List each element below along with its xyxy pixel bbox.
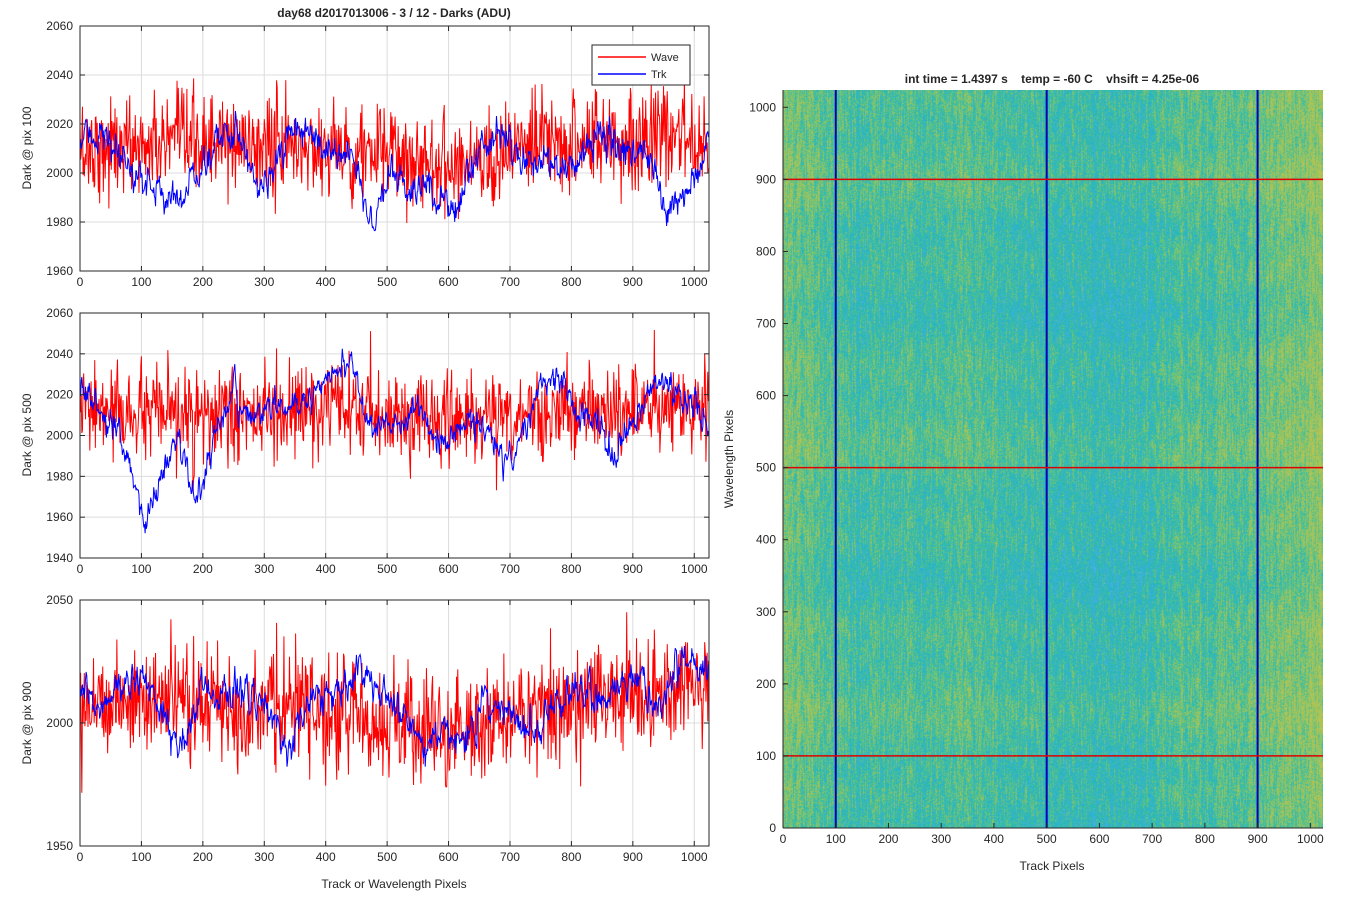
x-tick-label: 800 [561, 562, 581, 576]
x-tick-label: 100 [131, 850, 151, 864]
chart-dark-pix-900: Dark @ pix 900 Track or Wavelength Pixel… [20, 593, 710, 891]
y-tick-label: 2050 [46, 593, 73, 607]
series-line-trk [79, 110, 709, 232]
y-tick-label: 1960 [46, 510, 73, 524]
x-axis-label: Track or Wavelength Pixels [321, 877, 466, 891]
y-axis-label: Dark @ pix 500 [20, 393, 34, 476]
legend: Wave Trk [591, 44, 691, 86]
y-tick-label: 2040 [46, 68, 73, 82]
y-tick-label: 0 [769, 821, 776, 835]
x-tick-label: 200 [193, 562, 213, 576]
y-tick-label: 400 [756, 533, 776, 547]
x-tick-label: 1000 [681, 275, 708, 289]
x-tick-label: 800 [561, 850, 581, 864]
x-tick-label: 0 [77, 275, 84, 289]
x-tick-label: 600 [439, 562, 459, 576]
chart-dark-pix-100: day68 d2017013006 - 3 / 12 - Darks (ADU)… [20, 6, 710, 289]
series-line-wave [79, 612, 709, 793]
x-tick-label: 0 [77, 562, 84, 576]
x-tick-label: 100 [826, 832, 846, 846]
heatmap-image [783, 90, 1323, 828]
x-axis-label: Track Pixels [1020, 859, 1085, 873]
series-line-trk [79, 645, 709, 767]
y-tick-label: 1940 [46, 551, 73, 565]
y-axis-label: Dark @ pix 100 [20, 106, 34, 189]
x-tick-label: 200 [193, 275, 213, 289]
x-tick-label: 400 [316, 850, 336, 864]
x-tick-label: 900 [1248, 832, 1268, 846]
x-tick-label: 200 [193, 850, 213, 864]
y-tick-label: 200 [756, 677, 776, 691]
x-tick-label: 300 [254, 850, 274, 864]
legend-label-trk: Trk [651, 69, 667, 81]
heatmap-title: int time = 1.4397 s temp = -60 C vhsift … [905, 72, 1200, 86]
x-tick-label: 0 [77, 850, 84, 864]
x-tick-label: 200 [878, 832, 898, 846]
x-tick-label: 1000 [1297, 832, 1324, 846]
x-tick-label: 900 [623, 562, 643, 576]
y-tick-label: 1950 [46, 839, 73, 853]
x-tick-label: 900 [623, 850, 643, 864]
x-tick-label: 300 [931, 832, 951, 846]
chart-title: day68 d2017013006 - 3 / 12 - Darks (ADU) [277, 6, 510, 20]
x-tick-label: 400 [984, 832, 1004, 846]
x-tick-label: 500 [377, 850, 397, 864]
x-tick-label: 500 [377, 275, 397, 289]
series-line-wave [79, 330, 709, 492]
y-tick-label: 2040 [46, 347, 73, 361]
x-tick-label: 600 [1089, 832, 1109, 846]
heatmap-darks: int time = 1.4397 s temp = -60 C vhsift … [722, 72, 1324, 873]
series-line-trk [79, 348, 709, 534]
y-tick-label: 2060 [46, 19, 73, 33]
y-tick-label: 500 [756, 461, 776, 475]
y-tick-label: 2000 [46, 429, 73, 443]
x-tick-label: 800 [561, 275, 581, 289]
y-tick-label: 700 [756, 317, 776, 331]
legend-box [591, 44, 691, 86]
x-tick-label: 800 [1195, 832, 1215, 846]
y-tick-label: 100 [756, 749, 776, 763]
y-tick-label: 1960 [46, 264, 73, 278]
x-tick-label: 1000 [681, 562, 708, 576]
x-tick-label: 300 [254, 275, 274, 289]
x-tick-label: 600 [439, 275, 459, 289]
y-tick-label: 2020 [46, 117, 73, 131]
x-tick-label: 500 [377, 562, 397, 576]
x-tick-label: 300 [254, 562, 274, 576]
y-tick-label: 2020 [46, 388, 73, 402]
y-tick-label: 1000 [749, 100, 776, 114]
x-tick-label: 400 [316, 562, 336, 576]
y-tick-label: 2000 [46, 166, 73, 180]
y-tick-label: 2000 [46, 716, 73, 730]
y-tick-label: 800 [756, 244, 776, 258]
chart-dark-pix-500: Dark @ pix 500 0 100 200 300 400 500 600 700 800… [20, 306, 710, 576]
y-tick-label: 1980 [46, 469, 73, 483]
x-tick-label: 0 [780, 832, 787, 846]
legend-label-wave: Wave [651, 52, 679, 64]
y-axis-label: Wavelength Pixels [722, 410, 736, 508]
axes-box [79, 25, 710, 272]
y-tick-label: 600 [756, 389, 776, 403]
x-tick-label: 700 [500, 275, 520, 289]
y-axis-label: Dark @ pix 900 [20, 681, 34, 764]
x-tick-label: 700 [1142, 832, 1162, 846]
x-tick-label: 1000 [681, 850, 708, 864]
x-tick-label: 600 [439, 850, 459, 864]
x-tick-label: 900 [623, 275, 643, 289]
x-tick-label: 500 [1037, 832, 1057, 846]
series-line-wave [79, 75, 709, 224]
y-tick-label: 300 [756, 605, 776, 619]
y-tick-label: 1980 [46, 215, 73, 229]
x-tick-label: 100 [131, 275, 151, 289]
x-tick-label: 400 [316, 275, 336, 289]
x-tick-label: 700 [500, 562, 520, 576]
x-tick-label: 700 [500, 850, 520, 864]
x-tick-label: 100 [131, 562, 151, 576]
y-tick-label: 2060 [46, 306, 73, 320]
y-tick-label: 900 [756, 172, 776, 186]
